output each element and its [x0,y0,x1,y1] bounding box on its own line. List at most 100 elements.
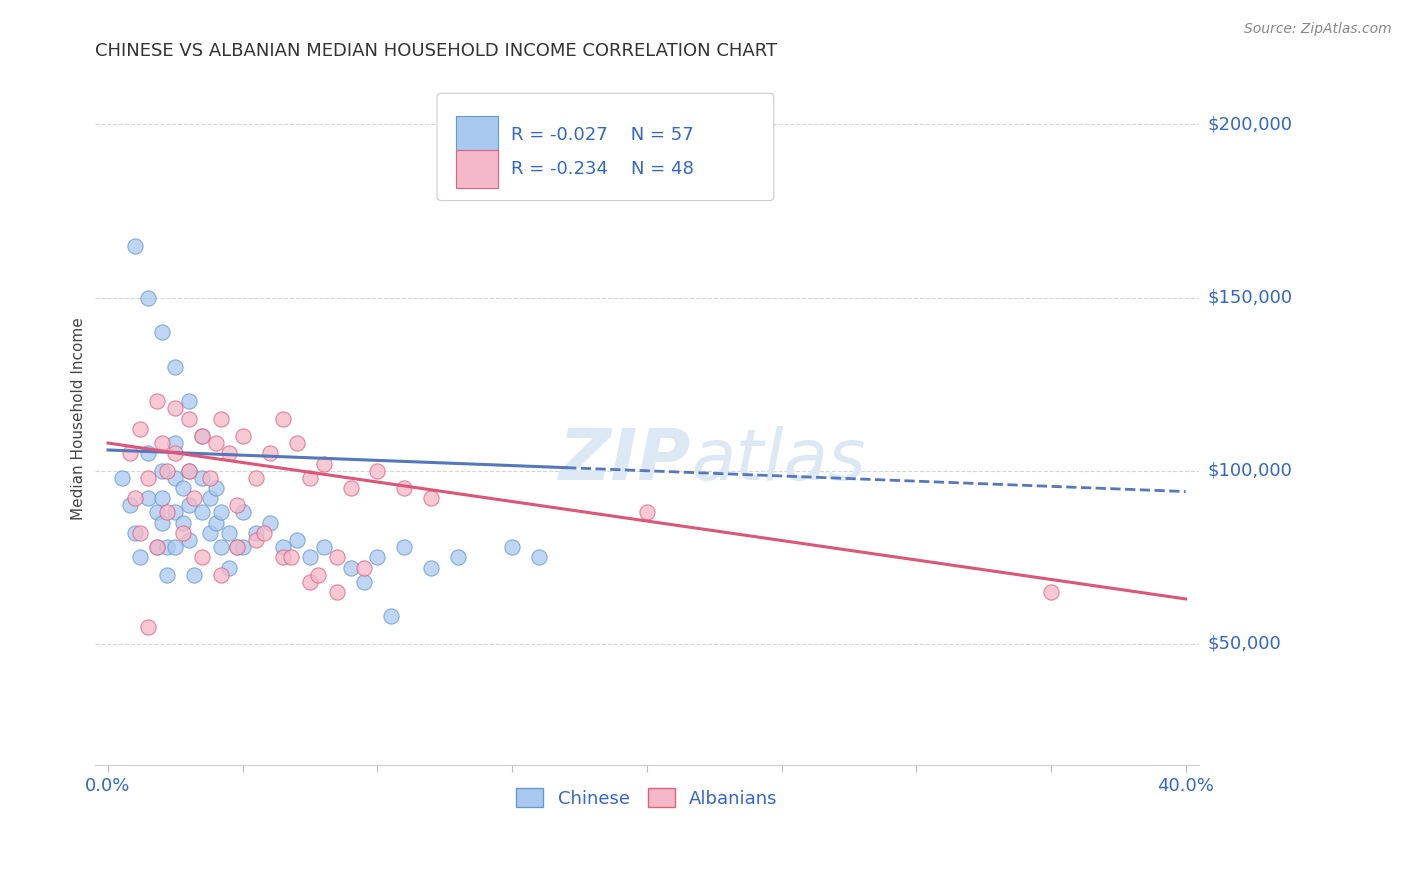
Point [165,359,187,374]
Point [394,481,416,495]
Text: R = -0.234    N = 48: R = -0.234 N = 48 [510,161,695,178]
Point [394,540,416,554]
Point [209,540,232,554]
Point [204,481,226,495]
FancyBboxPatch shape [456,116,498,153]
Point [307,567,329,582]
Text: $200,000: $200,000 [1208,115,1292,134]
Point [280,550,302,565]
Point [165,505,187,519]
Point [124,526,146,541]
Point [326,585,349,599]
Point [209,505,232,519]
Point [145,505,167,519]
Point [204,516,226,530]
Point [165,436,187,450]
Point [232,429,254,443]
Point [353,561,375,575]
Point [245,526,267,541]
Point [129,526,152,541]
Point [312,540,335,554]
Point [145,540,167,554]
Point [145,540,167,554]
Point [118,446,141,460]
Point [172,526,194,541]
Point [420,491,443,506]
Point [165,401,187,416]
Point [177,394,200,409]
Point [156,540,179,554]
Point [138,291,160,305]
Point [183,491,205,506]
Point [156,567,179,582]
Point [636,505,658,519]
Point [191,429,214,443]
Point [150,516,173,530]
Point [177,464,200,478]
Point [177,412,200,426]
Point [299,574,322,589]
Text: $150,000: $150,000 [1208,289,1292,307]
Point [218,446,240,460]
FancyBboxPatch shape [437,93,773,201]
Point [339,481,361,495]
Point [259,446,281,460]
Point [447,550,470,565]
Text: ZIP: ZIP [558,425,690,495]
Point [200,491,222,506]
Point [124,491,146,506]
Point [129,550,152,565]
Text: atlas: atlas [690,425,866,495]
Point [204,436,226,450]
Point [245,471,267,485]
Point [156,505,179,519]
Point [165,446,187,460]
Point [380,609,402,624]
Point [366,550,388,565]
Point [232,540,254,554]
Point [501,540,523,554]
Point [165,471,187,485]
Point [156,464,179,478]
Point [218,561,240,575]
Point [209,412,232,426]
Point [285,533,308,547]
Point [110,471,132,485]
Point [129,422,152,436]
Point [200,471,222,485]
Point [226,540,249,554]
Text: R = -0.027    N = 57: R = -0.027 N = 57 [510,126,693,144]
Point [177,499,200,513]
Point [226,540,249,554]
Point [191,505,214,519]
Point [420,561,443,575]
Point [253,526,276,541]
Point [118,499,141,513]
Point [271,412,294,426]
Point [191,429,214,443]
Text: CHINESE VS ALBANIAN MEDIAN HOUSEHOLD INCOME CORRELATION CHART: CHINESE VS ALBANIAN MEDIAN HOUSEHOLD INC… [94,42,776,60]
Point [177,533,200,547]
Point [172,516,194,530]
Point [312,457,335,471]
Point [527,550,550,565]
Point [138,471,160,485]
Point [145,394,167,409]
Point [138,491,160,506]
Point [353,574,375,589]
Point [150,491,173,506]
Point [271,540,294,554]
Point [1039,585,1062,599]
Point [191,550,214,565]
Point [245,533,267,547]
FancyBboxPatch shape [456,151,498,188]
Point [177,464,200,478]
Point [172,481,194,495]
Point [165,540,187,554]
Point [299,471,322,485]
Text: $100,000: $100,000 [1208,462,1292,480]
Point [138,446,160,460]
Legend: Chinese, Albanians: Chinese, Albanians [509,781,785,815]
Point [232,505,254,519]
Point [366,464,388,478]
